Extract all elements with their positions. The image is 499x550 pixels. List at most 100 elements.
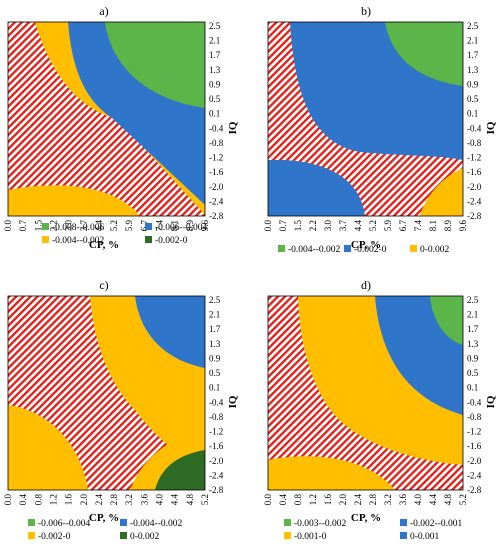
x-tick-label: 5.2 [109, 220, 119, 231]
y-tick-label: 0.1 [467, 383, 478, 393]
y-tick-label: 1.3 [467, 339, 479, 349]
y-tick-label: 0.9 [209, 353, 221, 363]
panel-label-b: b) [361, 4, 371, 18]
region-d-yellow-bottom [268, 456, 395, 490]
legend-label: -0.002-0 [155, 236, 188, 246]
x-tick-label: 3.7 [79, 220, 89, 232]
y-tick-label: 2.1 [467, 310, 478, 320]
x-tick-label: 6.7 [139, 220, 149, 232]
legend-c: -0.006--0.004 -0.004--0.002 -0.002-0 0-0.00… [28, 519, 182, 542]
x-tick-label: 2.2 [48, 220, 58, 231]
y-tick-label: -1.6 [467, 441, 482, 451]
x-tick-label: 3.6 [139, 494, 149, 506]
region-b-green [385, 22, 463, 86]
x-tick-label: 4.0 [155, 494, 165, 506]
x-tick-label: 9.6 [458, 220, 468, 232]
legend-label: -0.002-0 [38, 532, 71, 542]
x-tick-label: 5.2 [458, 494, 468, 505]
y-axis-label-d: IQ [485, 395, 497, 408]
legend-label: -0.006--0.004 [38, 519, 90, 529]
x-tick-label: 3.6 [398, 494, 408, 506]
x-tick-label: 8.1 [428, 220, 438, 231]
y-tick-label: 1.7 [209, 324, 221, 334]
y-tick-label: 0.9 [467, 353, 479, 363]
region-b-yellow [420, 168, 463, 216]
x-tick-label: 7.4 [413, 220, 423, 232]
x-ticks-a: 0.0 0.7 1.5 2.2 3.0 3.7 4.4 5.2 5.9 6.7 7.4 8.1 8.9 9… [3, 220, 210, 232]
y-tick-label: -0.4 [467, 397, 482, 407]
x-tick-label: 5.2 [368, 220, 378, 231]
y-tick-label: -2.0 [209, 182, 224, 192]
y-tick-label: -0.8 [467, 412, 482, 422]
y-tick-label: 0.9 [467, 79, 479, 89]
panel-label-d: d) [361, 278, 371, 292]
legend-label: -0.001-0 [294, 532, 327, 542]
legend-swatch [145, 223, 152, 230]
legend-label: 0-0.001 [410, 532, 440, 542]
y-tick-label: -2.4 [467, 196, 482, 206]
y-ticks-a: 2.5 2.1 1.7 1.3 0.9 0.5 0.1 -0.4 -0.8 -1.2 -1.6 -2.… [209, 21, 224, 221]
y-tick-label: -1.2 [467, 427, 481, 437]
x-tick-label: 6.7 [398, 220, 408, 232]
legend-swatch [120, 532, 127, 539]
legend-swatch [28, 532, 35, 539]
y-tick-label: -0.4 [467, 123, 482, 133]
y-tick-label: -2.0 [467, 456, 482, 466]
y-tick-label: 0.9 [209, 79, 221, 89]
x-tick-label: 0.0 [3, 494, 13, 506]
x-tick-label: 3.0 [323, 220, 333, 232]
y-ticks-d: 2.5 2.1 1.7 1.3 0.9 0.5 0.1 -0.4 -0.8 -1.2 -1.6 -2.… [467, 295, 482, 495]
x-tick-label: 0.0 [263, 494, 273, 506]
x-tick-label: 4.0 [413, 494, 423, 506]
region-a-yellow-bottom [8, 185, 140, 216]
x-axis-label-c: CP, % [89, 512, 119, 524]
x-tick-label: 4.8 [443, 494, 453, 506]
y-tick-label: -2.8 [467, 485, 482, 495]
y-tick-label: -2.4 [209, 196, 224, 206]
x-tick-label: 1.6 [323, 494, 333, 506]
x-tick-label: 0.0 [263, 220, 273, 232]
y-tick-label: 1.3 [467, 65, 479, 75]
x-axis-label-d: CP, % [351, 512, 381, 524]
legend-swatch [42, 236, 49, 243]
chart-b: b) 2.5 2.1 1.7 1.3 0.9 0.5 0.1 -0.4 -0.8 -1.2 -1.6… [263, 4, 497, 255]
y-tick-label: -1.2 [209, 427, 223, 437]
legend-d: -0.003--0.002 -0.002--0.001 -0.001-0 0-0.00… [284, 519, 462, 542]
y-tick-label: -1.6 [209, 441, 224, 451]
x-tick-label: 3.2 [124, 494, 134, 505]
y-tick-label: -2.8 [209, 211, 224, 221]
legend-b: -0.004--0.002 -0.002-0 0-0.002 [278, 245, 450, 255]
legend-a: -0.008--0.006 -0.006--0.004 -0.004--0.002 -… [42, 223, 207, 246]
x-tick-label: 0.4 [18, 494, 28, 506]
x-tick-label: 1.6 [64, 494, 74, 506]
region-b-blue-bottom [268, 159, 365, 216]
y-tick-label: 2.5 [209, 295, 221, 305]
x-tick-label: 1.5 [293, 220, 303, 232]
legend-swatch [400, 532, 407, 539]
x-axis-label-b: CP, % [351, 239, 381, 251]
x-tick-label: 2.4 [353, 494, 363, 506]
y-axis-label-c: IQ [227, 395, 239, 408]
x-tick-label: 1.5 [33, 220, 43, 232]
x-tick-label: 4.4 [94, 220, 104, 232]
y-tick-label: -0.8 [467, 138, 482, 148]
legend-label: -0.004--0.002 [288, 245, 340, 255]
x-tick-label: 5.9 [383, 220, 393, 232]
x-tick-label: 2.0 [79, 494, 89, 506]
x-tick-label: 2.8 [109, 494, 119, 506]
legend-swatch [344, 245, 351, 252]
y-tick-label: -1.2 [209, 153, 223, 163]
y-tick-label: -0.4 [209, 123, 224, 133]
legend-swatch [284, 519, 291, 526]
y-tick-label: 0.5 [209, 94, 221, 104]
chart-a: a) 2.5 2.1 1.7 1.3 0.9 0.5 0.1 -0.4 -0.8 -1.2 -1.6… [3, 4, 239, 251]
legend-label: 0-0.002 [420, 245, 450, 255]
x-tick-label: 7.4 [155, 220, 165, 232]
y-tick-label: 2.5 [467, 21, 479, 31]
legend-swatch [28, 519, 35, 526]
y-tick-label: 1.3 [209, 65, 221, 75]
x-tick-label: 2.8 [368, 494, 378, 506]
y-tick-label: 0.1 [209, 383, 220, 393]
chart-d: d) 2.5 2.1 1.7 1.3 0.9 0.5 0.1 -0.4 -0.8 -1.2 -1.6… [263, 278, 497, 542]
y-tick-label: 0.5 [467, 94, 479, 104]
